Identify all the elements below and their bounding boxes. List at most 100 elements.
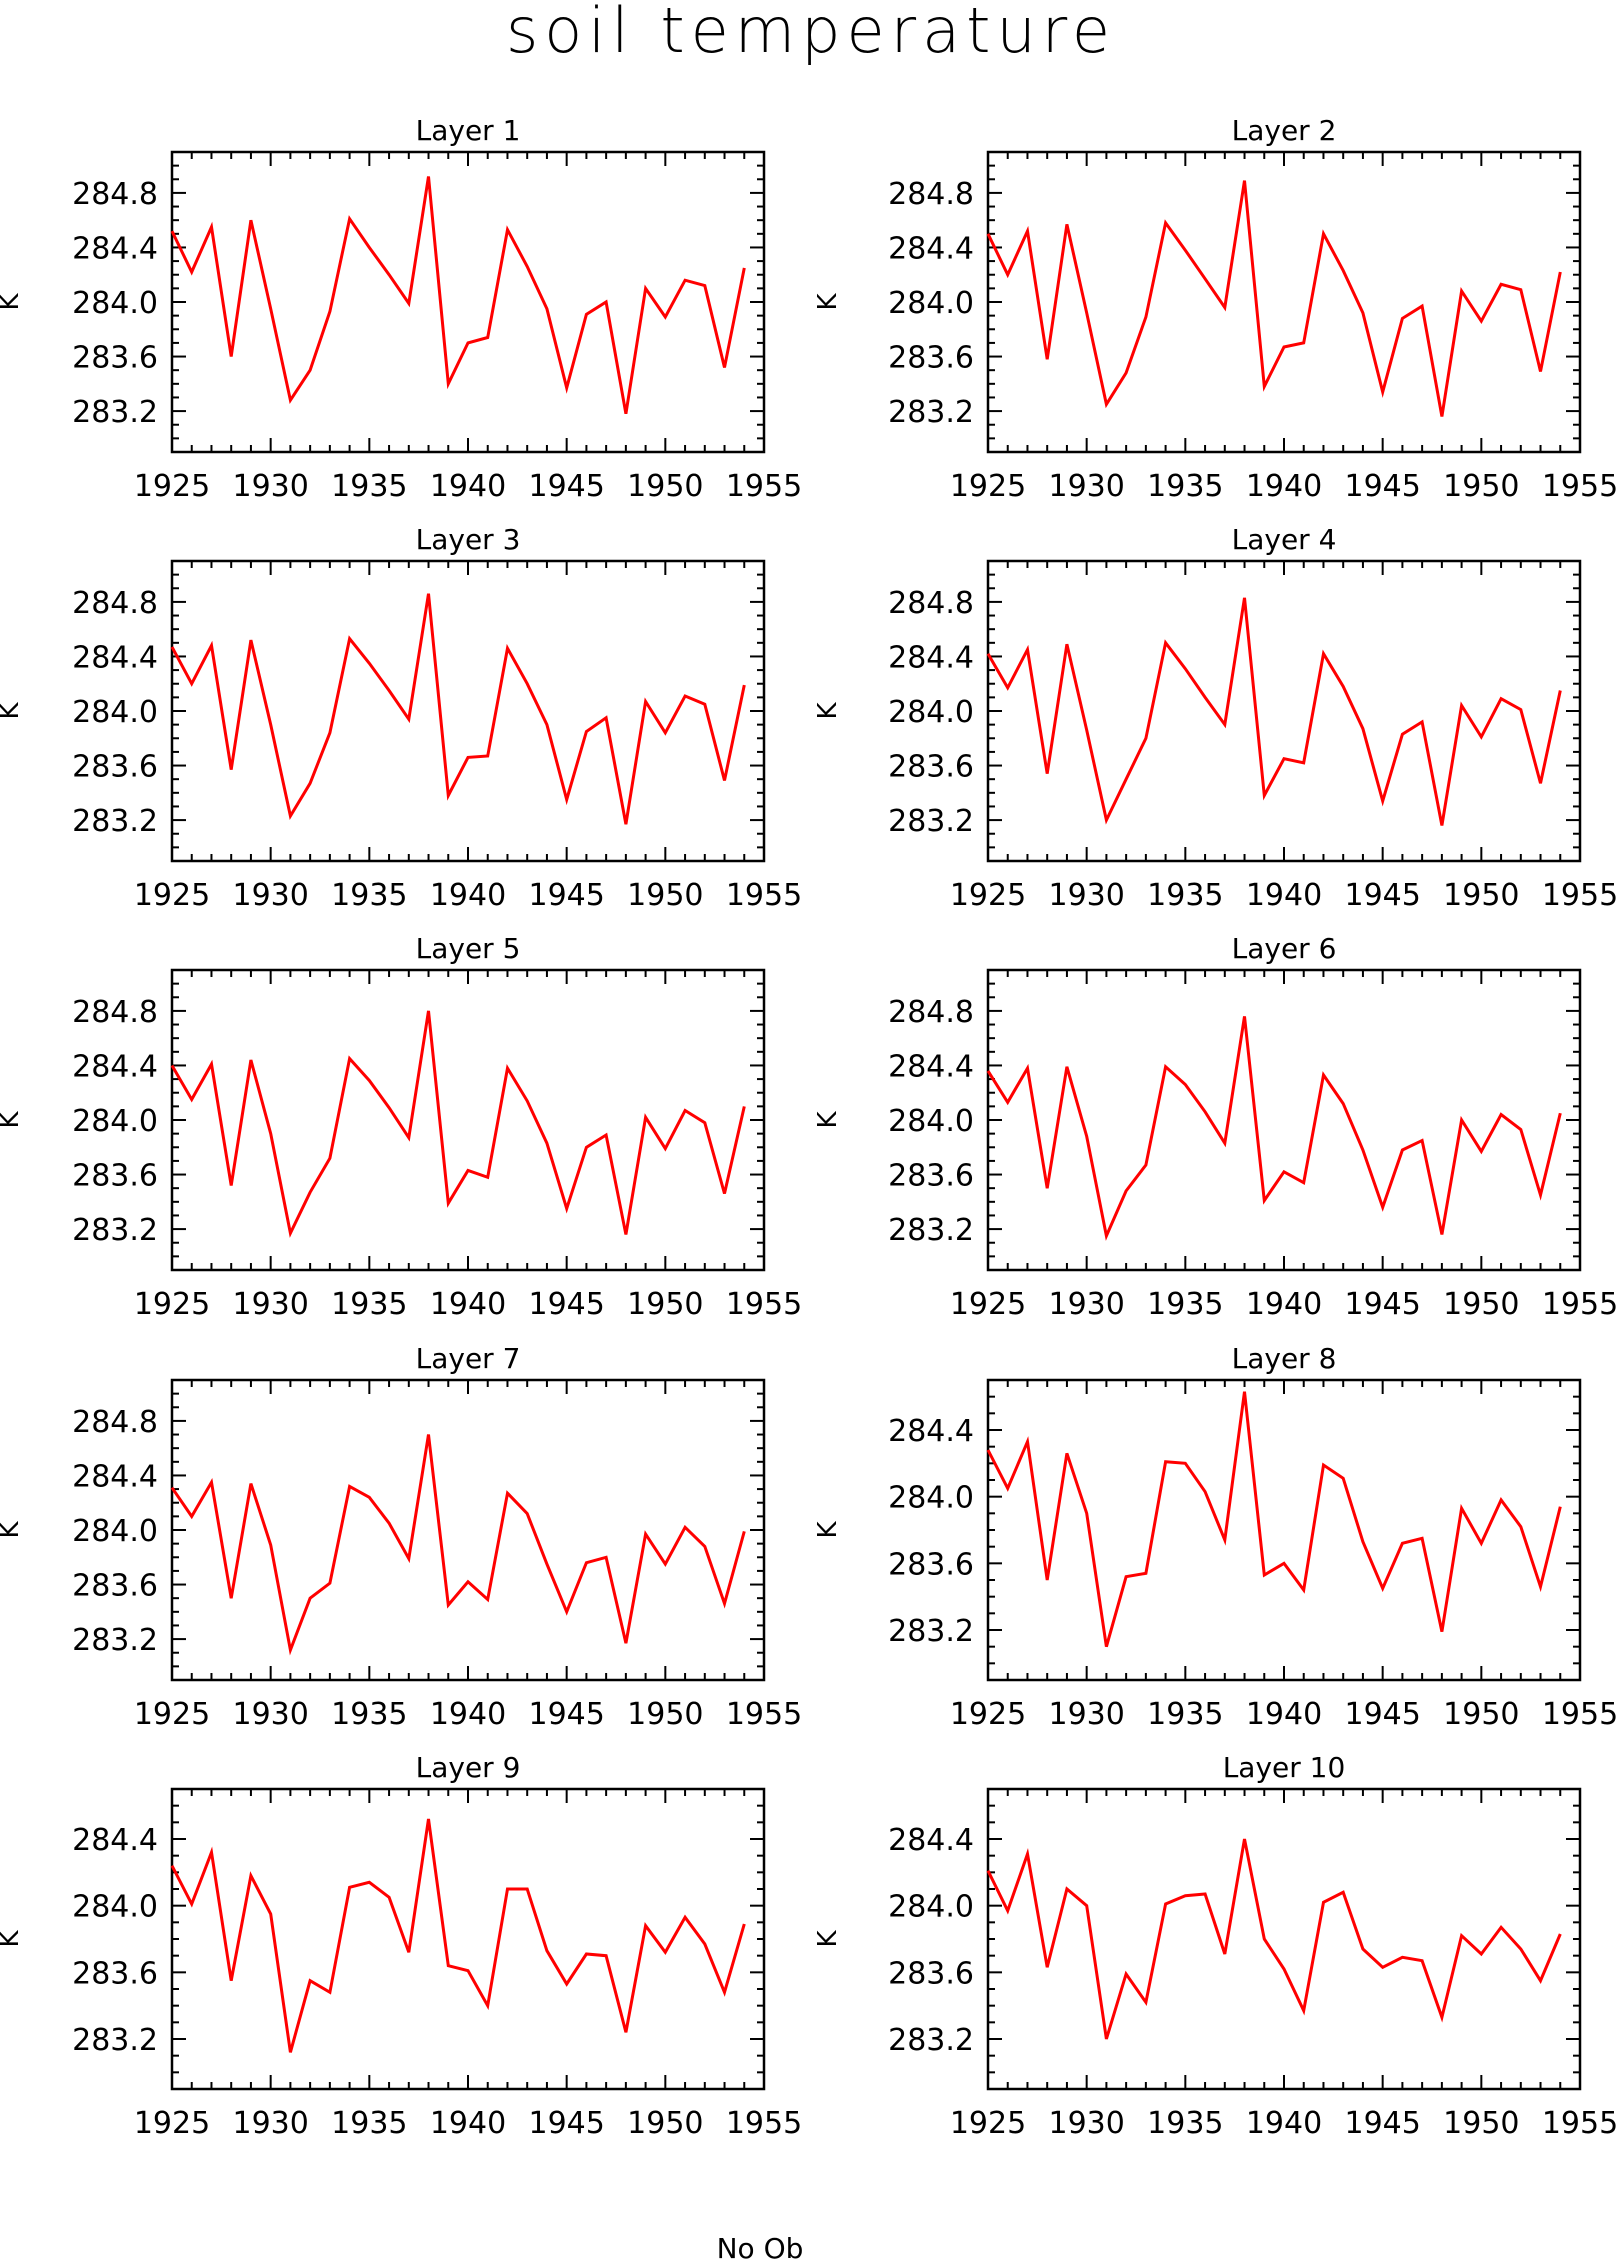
panel-2-xtick-label: 1950 <box>1443 469 1519 504</box>
panel-4-title: Layer 4 <box>1232 523 1337 556</box>
panel-5-ytick-label: 283.2 <box>72 1213 158 1248</box>
panel-4-xtick-label: 1940 <box>1246 878 1322 913</box>
panel-7-xtick-label: 1930 <box>232 1697 308 1732</box>
panel-3-xtick-label: 1930 <box>232 878 308 913</box>
footer-label: No Ob <box>717 2232 804 2261</box>
panel-3-series-line <box>170 593 746 825</box>
panel-5-xtick-label: 1940 <box>430 1287 506 1322</box>
panel-1-xtick-label: 1935 <box>331 469 407 504</box>
panel-4-ytick-label: 283.6 <box>888 750 974 785</box>
panel-1-xtick-label: 1955 <box>726 469 802 504</box>
panel-4-xtick-label: 1945 <box>1344 878 1420 913</box>
panel-4-ytick-label: 284.0 <box>888 695 974 730</box>
panel-9: Layer 9 1925 1930 1935 1940 1945 1950 1955 283.2… <box>0 1751 802 2141</box>
panel-8-xtick-label: 1950 <box>1443 1697 1519 1732</box>
panel-7: Layer 7 1925 1930 1935 1940 1945 1950 1955 283.2… <box>0 1342 802 1732</box>
panel-4-xtick-label: 1925 <box>950 878 1026 913</box>
panel-2-series-line <box>986 180 1562 417</box>
panel-8-ytick-label: 284.4 <box>888 1414 974 1449</box>
panel-8-series-line <box>986 1391 1562 1648</box>
panel-9-ytick-label: 284.0 <box>72 1890 158 1925</box>
panel-2-xtick-label: 1945 <box>1344 469 1420 504</box>
panel-5-title: Layer 5 <box>416 932 521 965</box>
panel-1-title: Layer 1 <box>416 114 521 147</box>
panel-10-xtick-label: 1945 <box>1344 2106 1420 2141</box>
panel-9-ylabel: K <box>0 1930 25 1948</box>
panel-9-ytick-label: 284.4 <box>72 1823 158 1858</box>
panel-1-ytick-label: 283.6 <box>72 341 158 376</box>
panel-6-xtick-label: 1930 <box>1048 1287 1124 1322</box>
panel-1-xtick-label: 1945 <box>528 469 604 504</box>
panel-3-frame <box>170 559 766 863</box>
panel-5-xtick-label: 1925 <box>134 1287 210 1322</box>
panel-6-ytick-label: 284.8 <box>888 995 974 1030</box>
panel-3-ytick-label: 284.8 <box>72 586 158 621</box>
panel-2-xtick-label: 1935 <box>1147 469 1223 504</box>
panel-8-xtick-label: 1955 <box>1542 1697 1618 1732</box>
panel-6-ylabel: K <box>813 1111 843 1129</box>
panel-7-ytick-label: 283.6 <box>72 1569 158 1604</box>
panel-9-xtick-label: 1955 <box>726 2106 802 2141</box>
panel-9-xtick-label: 1940 <box>430 2106 506 2141</box>
panel-6-xtick-label: 1955 <box>1542 1287 1618 1322</box>
panel-7-xtick-label: 1955 <box>726 1697 802 1732</box>
panel-4: Layer 4 1925 1930 1935 1940 1945 1950 1955 283.2… <box>813 523 1618 913</box>
panel-3: Layer 3 1925 1930 1935 1940 1945 1950 1955 283.2… <box>0 523 802 913</box>
panel-5-ylabel: K <box>0 1111 25 1129</box>
panel-3-xtick-label: 1955 <box>726 878 802 913</box>
panel-8-xtick-label: 1935 <box>1147 1697 1223 1732</box>
panel-3-xtick-label: 1935 <box>331 878 407 913</box>
panel-6-xtick-label: 1925 <box>950 1287 1026 1322</box>
panel-4-xtick-label: 1950 <box>1443 878 1519 913</box>
panel-6-xtick-label: 1945 <box>1344 1287 1420 1322</box>
panel-1-ytick-label: 284.0 <box>72 286 158 321</box>
panel-1-ytick-label: 284.4 <box>72 231 158 266</box>
panel-6-series-line <box>986 1016 1562 1241</box>
panel-4-ytick-label: 284.8 <box>888 586 974 621</box>
panel-3-ytick-label: 284.4 <box>72 640 158 675</box>
panel-5: Layer 5 1925 1930 1935 1940 1945 1950 1955 283.2… <box>0 932 802 1322</box>
panel-8-xtick-label: 1930 <box>1048 1697 1124 1732</box>
panel-7-frame <box>170 1378 766 1682</box>
panel-7-series-line <box>170 1434 746 1656</box>
panel-10-ytick-label: 283.2 <box>888 2023 974 2058</box>
panel-4-ytick-label: 284.4 <box>888 640 974 675</box>
panel-2-xtick-label: 1930 <box>1048 469 1124 504</box>
panel-5-xtick-label: 1950 <box>627 1287 703 1322</box>
panel-7-ytick-label: 284.4 <box>72 1459 158 1494</box>
panel-7-xtick-label: 1935 <box>331 1697 407 1732</box>
panel-1-ytick-label: 284.8 <box>72 177 158 212</box>
panel-2-ytick-label: 284.4 <box>888 231 974 266</box>
panel-7-xtick-label: 1950 <box>627 1697 703 1732</box>
panel-7-xtick-label: 1940 <box>430 1697 506 1732</box>
panel-2-ytick-label: 284.0 <box>888 286 974 321</box>
panel-1-ylabel: K <box>0 293 25 311</box>
panel-3-xtick-label: 1940 <box>430 878 506 913</box>
figure-title: soil temperature <box>506 0 1116 67</box>
panel-7-xtick-label: 1945 <box>528 1697 604 1732</box>
panel-8-ytick-label: 284.0 <box>888 1481 974 1516</box>
panel-5-ytick-label: 284.4 <box>72 1049 158 1084</box>
panel-10-ytick-label: 284.4 <box>888 1823 974 1858</box>
panel-8-frame <box>986 1378 1582 1682</box>
panel-5-xtick-label: 1930 <box>232 1287 308 1322</box>
panel-9-xtick-label: 1930 <box>232 2106 308 2141</box>
panel-9-frame <box>170 1787 766 2091</box>
panel-6-xtick-label: 1950 <box>1443 1287 1519 1322</box>
panel-5-xtick-label: 1945 <box>528 1287 604 1322</box>
panel-2-ytick-label: 283.2 <box>888 395 974 430</box>
panel-8-title: Layer 8 <box>1232 1342 1337 1375</box>
panel-7-ytick-label: 284.0 <box>72 1514 158 1549</box>
panel-5-series-line <box>170 1010 746 1238</box>
panel-5-xtick-label: 1955 <box>726 1287 802 1322</box>
panel-8: Layer 8 1925 1930 1935 1940 1945 1950 1955 283.2… <box>813 1342 1618 1732</box>
panel-9-ytick-label: 283.6 <box>72 1956 158 1991</box>
panel-6-xtick-label: 1935 <box>1147 1287 1223 1322</box>
panel-10: Layer 10 1925 1930 1935 1940 1945 1950 1955 283.… <box>813 1751 1618 2141</box>
panel-6-ytick-label: 283.6 <box>888 1159 974 1194</box>
panel-1-xtick-label: 1940 <box>430 469 506 504</box>
panel-3-xtick-label: 1925 <box>134 878 210 913</box>
panel-4-series-line <box>986 597 1562 826</box>
panel-10-xtick-label: 1950 <box>1443 2106 1519 2141</box>
panel-2-ylabel: K <box>813 293 843 311</box>
